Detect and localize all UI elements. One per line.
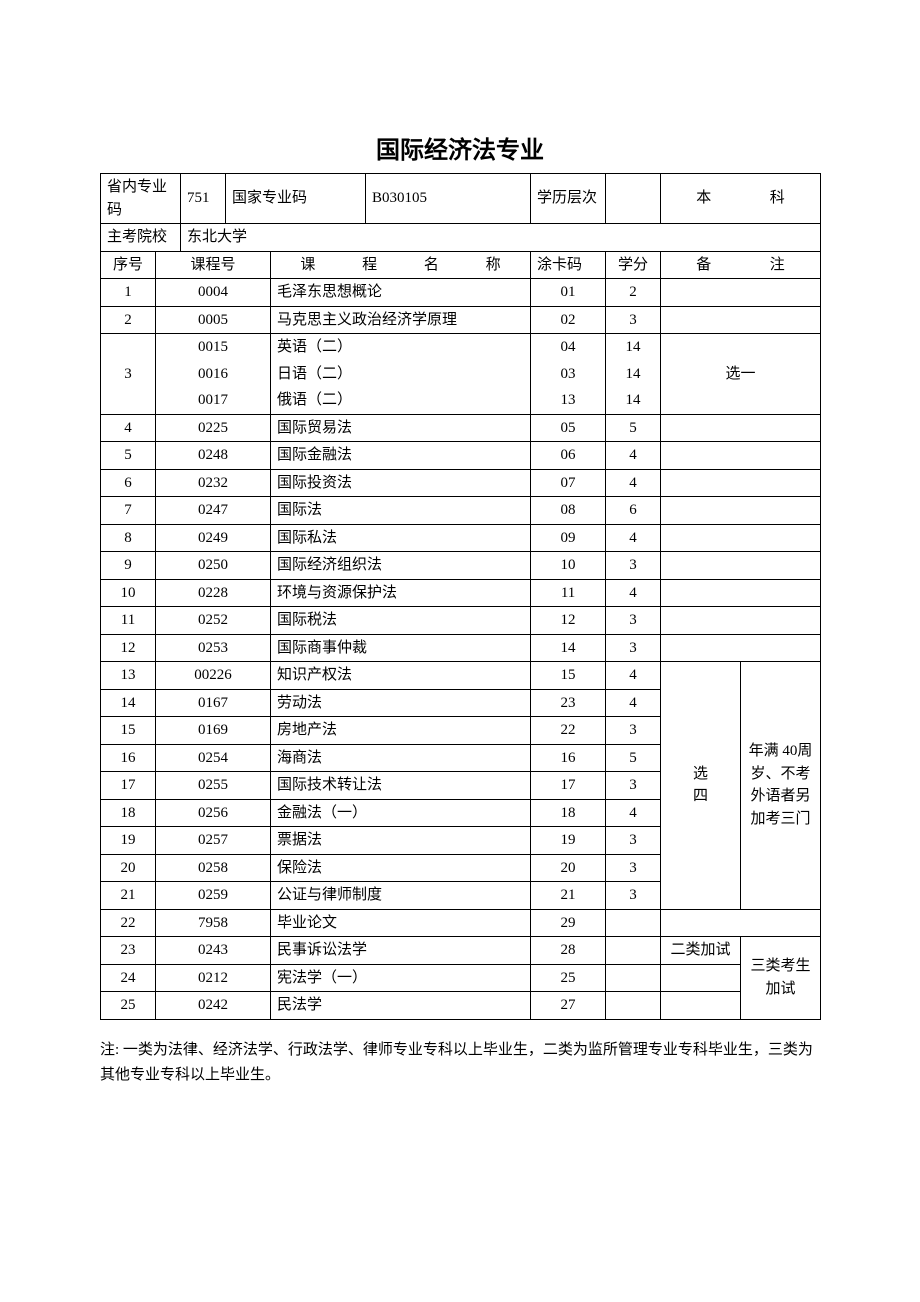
prov-code-value: 751 — [181, 174, 226, 224]
table-row: 1 0004 毛泽东思想概论 01 2 — [101, 279, 821, 307]
level-label: 学历层次 — [531, 174, 606, 224]
hdr-course: 课程号 — [156, 251, 271, 279]
table-row: 50248国际金融法064 — [101, 442, 821, 470]
level-value: 本 科 — [661, 174, 821, 224]
info-row-1: 省内专业码 751 国家专业码 B030105 学历层次 本 科 — [101, 174, 821, 224]
level-value-a: 本 — [696, 187, 711, 210]
school-value: 东北大学 — [181, 224, 821, 252]
footnote: 注: 一类为法律、经济法学、行政法学、律师专业专科以上毕业生，二类为监所管理专业… — [100, 1038, 820, 1089]
table-row: 227958毕业论文29 — [101, 909, 821, 937]
school-label: 主考院校 — [101, 224, 181, 252]
note-type3: 三类考生加试 — [741, 937, 821, 1020]
nat-code-value: B030105 — [366, 174, 531, 224]
table-row: 120253国际商事仲裁143 — [101, 634, 821, 662]
nat-code-label: 国家专业码 — [226, 174, 366, 224]
table-row: 3 0015 英语（二） 04 14 选一 — [101, 334, 821, 361]
table-row: 2 0005 马克思主义政治经济学原理 02 3 — [101, 306, 821, 334]
note-select-four: 选 四 — [661, 662, 741, 910]
table-row: 100228环境与资源保护法114 — [101, 579, 821, 607]
table-row: 40225国际贸易法055 — [101, 414, 821, 442]
page-title: 国际经济法专业 — [100, 130, 820, 165]
course-table: 省内专业码 751 国家专业码 B030105 学历层次 本 科 主考院校 东北… — [100, 173, 821, 1020]
hdr-seq: 序号 — [101, 251, 156, 279]
prov-code-label: 省内专业码 — [101, 174, 181, 224]
table-row: 80249国际私法094 — [101, 524, 821, 552]
table-header: 序号 课程号 课 程 名 称 涂卡码 学分 备 注 — [101, 251, 821, 279]
table-row: 230243民事诉讼法学28 二类加试 三类考生加试 — [101, 937, 821, 965]
note-type2: 二类加试 — [661, 937, 741, 965]
table-row: 240212宪法学（一）25 — [101, 964, 821, 992]
table-row: 70247国际法086 — [101, 497, 821, 525]
table-row: 1300226知识产权法154 选 四 年满 40周岁、不考外语者另加考三门 — [101, 662, 821, 690]
table-row: 110252国际税法123 — [101, 607, 821, 635]
hdr-credit: 学分 — [606, 251, 661, 279]
info-row-2: 主考院校 东北大学 — [101, 224, 821, 252]
level-blank — [606, 174, 661, 224]
hdr-name: 课 程 名 称 — [271, 251, 531, 279]
hdr-notes: 备 注 — [661, 251, 821, 279]
table-row: 60232国际投资法074 — [101, 469, 821, 497]
hdr-code2: 涂卡码 — [531, 251, 606, 279]
table-row: 250242民法学27 — [101, 992, 821, 1020]
note-age-40: 年满 40周岁、不考外语者另加考三门 — [741, 662, 821, 910]
level-value-b: 科 — [770, 187, 785, 210]
table-row: 90250国际经济组织法103 — [101, 552, 821, 580]
note-select-one: 选一 — [661, 334, 821, 415]
